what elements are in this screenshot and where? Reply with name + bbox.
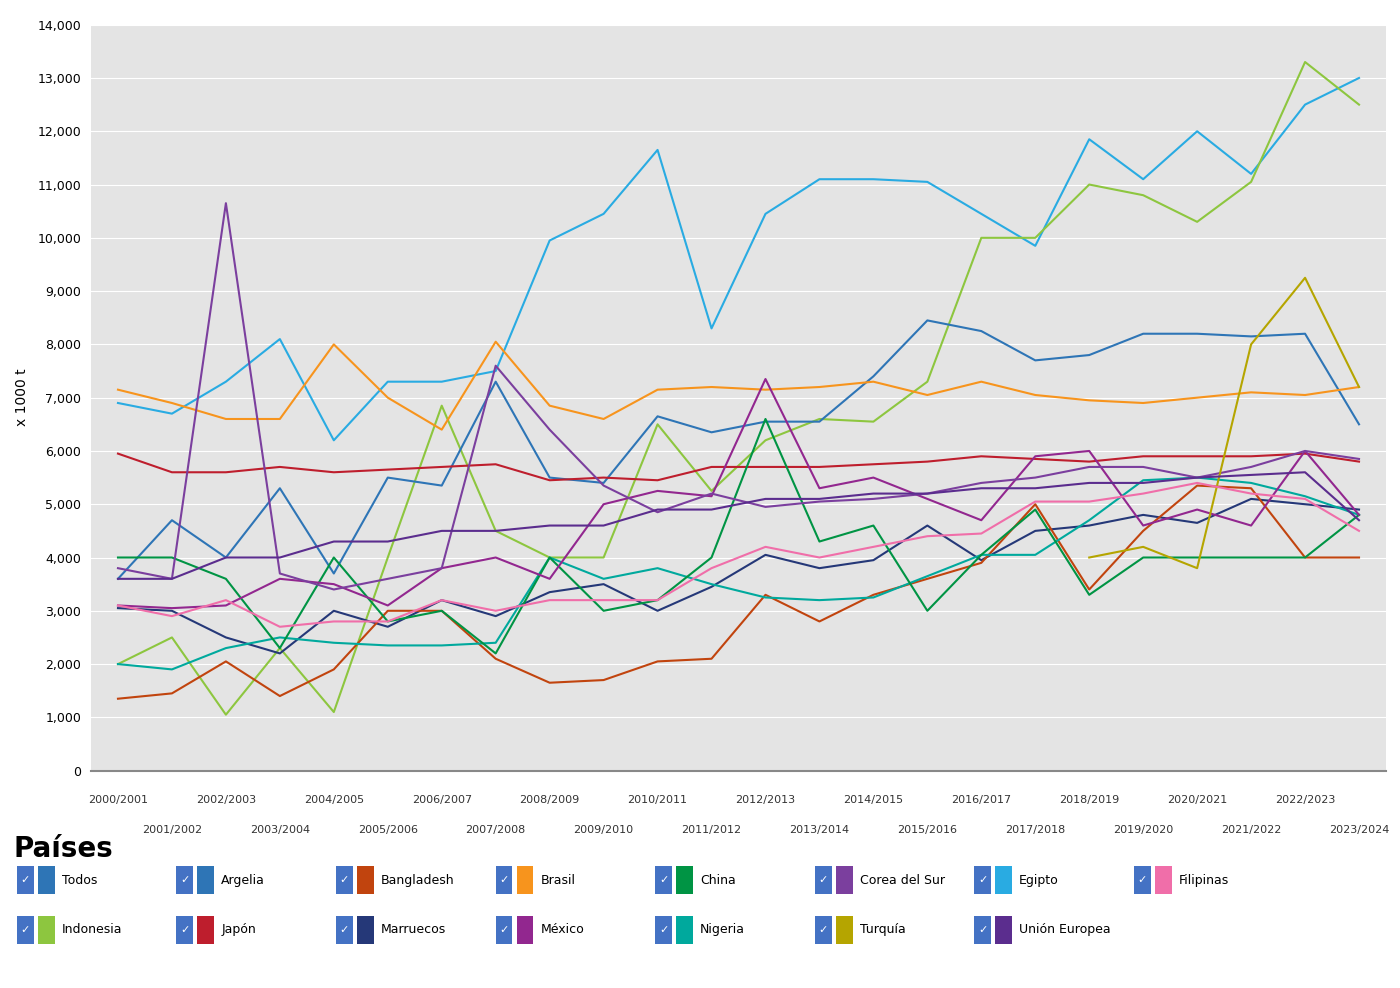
Text: ✓: ✓ [979,875,987,885]
Text: 2021/2022: 2021/2022 [1221,825,1281,835]
Text: ✓: ✓ [979,925,987,935]
Text: 2023/2024: 2023/2024 [1329,825,1389,835]
Y-axis label: x 1000 t: x 1000 t [15,369,29,427]
Text: Turquía: Turquía [860,923,906,937]
Text: Bangladesh: Bangladesh [381,873,455,887]
Text: 2002/2003: 2002/2003 [196,795,256,805]
Text: 2013/2014: 2013/2014 [790,825,850,835]
Text: ✓: ✓ [659,925,668,935]
Text: 2010/2011: 2010/2011 [627,795,687,805]
Text: 2001/2002: 2001/2002 [141,825,202,835]
Text: ✓: ✓ [181,925,189,935]
Text: ✓: ✓ [819,875,827,885]
Text: 2000/2001: 2000/2001 [88,795,148,805]
Text: México: México [540,923,584,937]
Text: Marruecos: Marruecos [381,923,447,937]
Text: 2011/2012: 2011/2012 [682,825,742,835]
Text: 2015/2016: 2015/2016 [897,825,958,835]
Text: Brasil: Brasil [540,873,575,887]
Text: 2016/2017: 2016/2017 [951,795,1011,805]
Text: Indonesia: Indonesia [62,923,122,937]
Text: ✓: ✓ [181,875,189,885]
Text: Filipinas: Filipinas [1179,873,1229,887]
Text: Todos: Todos [62,873,97,887]
Text: 2022/2023: 2022/2023 [1275,795,1336,805]
Text: 2008/2009: 2008/2009 [519,795,580,805]
Text: ✓: ✓ [659,875,668,885]
Text: 2012/2013: 2012/2013 [735,795,795,805]
Text: 2014/2015: 2014/2015 [843,795,903,805]
Text: China: China [700,873,736,887]
Text: Japón: Japón [221,923,256,937]
Text: 2017/2018: 2017/2018 [1005,825,1065,835]
Text: ✓: ✓ [500,875,508,885]
Text: Corea del Sur: Corea del Sur [860,873,945,887]
Text: 2006/2007: 2006/2007 [412,795,472,805]
Text: 2018/2019: 2018/2019 [1060,795,1120,805]
Text: 2009/2010: 2009/2010 [574,825,634,835]
Text: 2004/2005: 2004/2005 [304,795,364,805]
Text: 2003/2004: 2003/2004 [249,825,309,835]
Text: Nigeria: Nigeria [700,923,745,937]
Text: Países: Países [14,835,113,863]
Text: ✓: ✓ [340,875,349,885]
Text: ✓: ✓ [340,925,349,935]
Text: Egipto: Egipto [1019,873,1058,887]
Text: ✓: ✓ [819,925,827,935]
Text: ✓: ✓ [500,925,508,935]
Text: Unión Europea: Unión Europea [1019,923,1110,937]
Text: 2005/2006: 2005/2006 [358,825,417,835]
Text: ✓: ✓ [21,875,29,885]
Text: 2019/2020: 2019/2020 [1113,825,1173,835]
Text: Argelia: Argelia [221,873,265,887]
Text: 2007/2008: 2007/2008 [466,825,526,835]
Text: ✓: ✓ [21,925,29,935]
Text: ✓: ✓ [1138,875,1147,885]
Text: 2020/2021: 2020/2021 [1168,795,1228,805]
